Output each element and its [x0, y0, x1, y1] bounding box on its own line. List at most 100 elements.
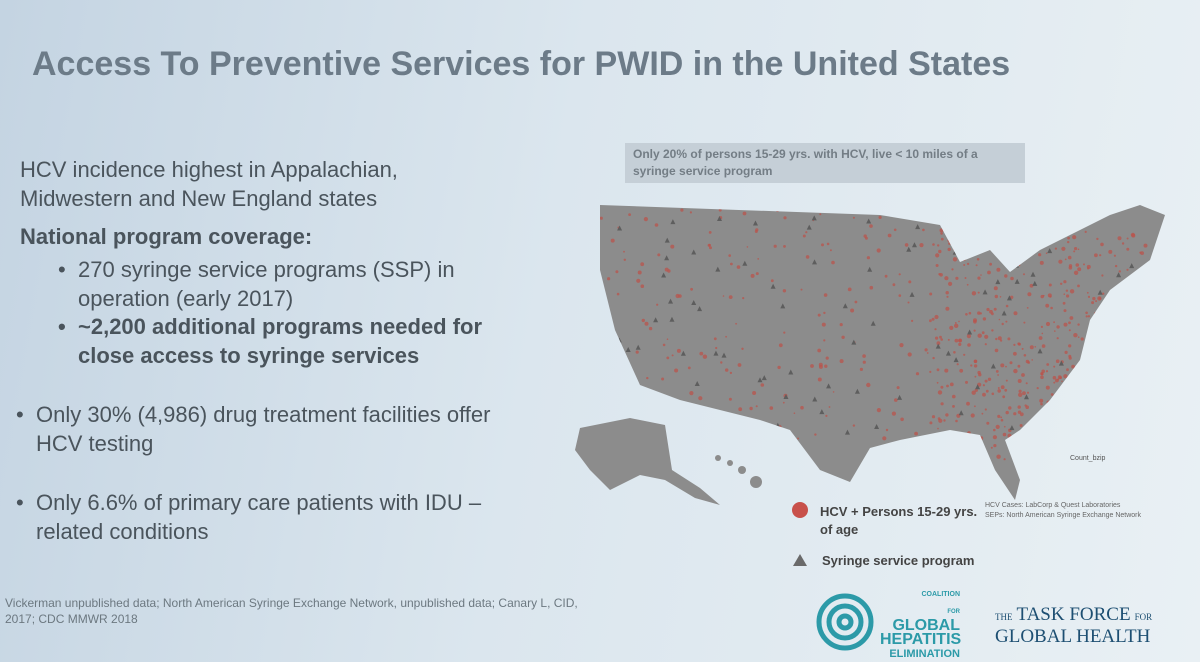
hcv-dot	[1135, 369, 1139, 372]
hcv-dot	[980, 274, 982, 276]
hcv-dot	[1121, 242, 1125, 245]
hcv-dot	[1093, 339, 1098, 344]
hcv-dot	[708, 231, 712, 234]
hcv-dot	[680, 208, 684, 212]
hcv-dot	[919, 243, 924, 248]
hcv-dot	[1064, 401, 1067, 404]
hcv-dot	[628, 213, 631, 217]
hcv-dot	[1118, 270, 1122, 273]
hcv-dot	[891, 411, 897, 416]
hcv-dot	[982, 317, 987, 321]
hcv-dot	[952, 405, 955, 408]
coverage-heading: National program coverage:	[20, 224, 313, 249]
hcv-dot	[646, 376, 649, 380]
hcv-dot	[1068, 344, 1072, 348]
hcv-dot	[1045, 370, 1049, 373]
logo-text: GLOBAL	[892, 617, 960, 634]
hcv-dot	[1024, 404, 1027, 407]
hcv-dot	[823, 293, 828, 297]
hcv-dot	[1057, 375, 1062, 380]
hcv-dot	[1101, 405, 1104, 409]
hcv-dot	[1105, 432, 1108, 436]
hcv-dot	[940, 385, 944, 389]
hcv-dot	[998, 257, 1002, 260]
hcv-dot	[1002, 432, 1007, 437]
hcv-dot	[1128, 286, 1133, 291]
hcv-dot	[962, 434, 967, 439]
hcv-dot	[1137, 273, 1140, 276]
hcv-dot	[940, 232, 943, 235]
hcv-dot	[892, 283, 896, 287]
hcv-dot	[1068, 321, 1071, 325]
hcv-dot	[931, 415, 936, 419]
hcv-dot	[1023, 321, 1026, 324]
hcv-dot	[1068, 329, 1071, 332]
hcv-dot	[940, 237, 944, 241]
hcv-dot	[832, 391, 835, 393]
hcv-dot	[973, 230, 976, 233]
hcv-dot	[850, 308, 855, 313]
hcv-dot	[637, 270, 642, 275]
hcv-dot	[971, 291, 977, 296]
hcv-dot	[869, 285, 874, 290]
hcv-dot	[1106, 307, 1109, 311]
ssp-marker	[977, 229, 983, 235]
hcv-dot	[1056, 445, 1059, 448]
ssp-marker	[851, 339, 857, 345]
hcv-dot	[1129, 412, 1131, 415]
hcv-dot	[755, 405, 758, 408]
hcv-dot	[1108, 437, 1113, 442]
hcv-dot	[1087, 417, 1091, 421]
ssp-marker	[611, 399, 617, 405]
ssp-marker	[990, 363, 996, 369]
hcv-dot	[982, 384, 986, 387]
hcv-dot	[911, 319, 914, 322]
hcv-dot	[1095, 393, 1100, 398]
hcv-dot	[925, 212, 930, 217]
hcv-dot	[1139, 430, 1144, 435]
hcv-dot	[878, 215, 882, 219]
hcv-dot	[973, 320, 977, 324]
hcv-dot	[914, 431, 918, 436]
ssp-marker	[867, 266, 873, 272]
hcv-dot	[1004, 388, 1008, 392]
hcv-dot	[996, 267, 1001, 272]
hcv-dot	[1071, 364, 1075, 369]
hcv-dot	[1019, 231, 1022, 234]
hcv-dot	[1097, 445, 1102, 450]
hcv-dot	[1017, 379, 1022, 383]
hcv-dot	[1128, 332, 1132, 337]
hcv-dot	[899, 343, 904, 348]
hcv-dot	[1061, 246, 1066, 251]
ssp-marker	[1030, 271, 1036, 277]
hcv-dot	[1054, 330, 1056, 332]
hcv-dot	[1126, 237, 1129, 240]
ssp-marker	[915, 224, 921, 230]
hcv-dot	[1083, 263, 1085, 266]
hcv-dot	[1134, 401, 1138, 405]
hcv-dot	[977, 311, 981, 315]
hcv-dot	[1114, 298, 1117, 301]
hawaii	[715, 455, 762, 488]
hcv-dot	[998, 235, 1001, 239]
hcv-dot	[1025, 382, 1028, 385]
hcv-dot	[1104, 403, 1108, 407]
hcv-dot	[983, 455, 988, 460]
hcv-dot	[675, 293, 680, 299]
intro: HCV incidence highest in Appalachian, Mi…	[20, 157, 398, 211]
hcv-dot	[1145, 331, 1149, 335]
hcv-dot	[1069, 316, 1074, 320]
ssp-marker	[661, 272, 667, 278]
hcv-dot	[1060, 282, 1063, 285]
hcv-dot	[1028, 442, 1032, 446]
hcv-dot	[945, 453, 949, 458]
hcv-dot	[924, 348, 928, 352]
ssp-marker	[680, 350, 686, 356]
hcv-dot	[1113, 291, 1117, 295]
hcv-dot	[1133, 419, 1138, 424]
hcv-dot	[967, 343, 971, 347]
hcv-dot	[1095, 349, 1101, 354]
hcv-dot	[847, 287, 852, 292]
hcv-dot	[1063, 231, 1067, 235]
ssp-marker	[628, 386, 634, 392]
